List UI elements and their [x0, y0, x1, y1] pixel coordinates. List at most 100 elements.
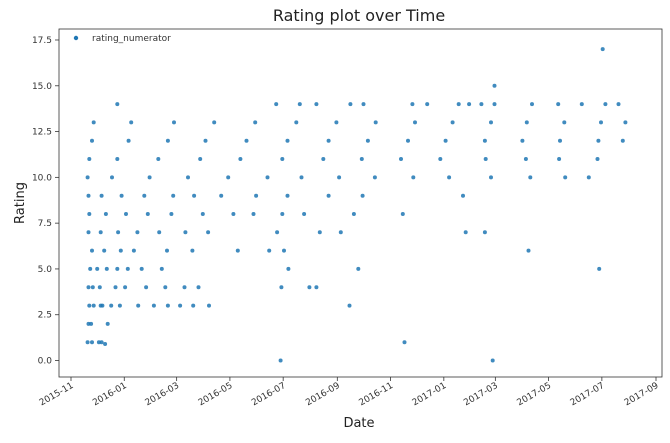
x-tick-label: 2017-07 — [569, 381, 607, 408]
data-point — [372, 175, 377, 180]
data-point — [523, 157, 528, 161]
y-tick-label: 7.5 — [38, 219, 52, 229]
data-point — [95, 266, 100, 271]
data-point — [425, 102, 430, 107]
y-axis-ticks: 0.0 2.5 5.0 7.5 10.0 12.5 15.0 17.5 — [32, 36, 59, 367]
data-point — [361, 102, 366, 107]
data-point — [479, 102, 484, 107]
data-point — [123, 285, 128, 290]
data-point — [190, 248, 195, 253]
data-point — [178, 303, 183, 308]
data-point — [334, 120, 339, 125]
data-point — [99, 193, 104, 198]
data-point — [267, 248, 272, 253]
data-point — [483, 157, 488, 161]
data-point — [450, 120, 455, 125]
data-point — [118, 248, 123, 253]
data-point — [86, 193, 91, 198]
data-point — [275, 230, 280, 235]
data-point — [280, 157, 285, 161]
x-tick-label: 2016-05 — [197, 381, 235, 408]
data-point — [136, 303, 141, 308]
data-point — [119, 193, 124, 198]
data-point — [231, 212, 236, 216]
data-point — [447, 175, 452, 180]
data-point — [113, 285, 118, 290]
data-point — [192, 193, 197, 198]
data-point — [280, 212, 285, 216]
data-point — [307, 285, 312, 290]
data-point — [165, 303, 170, 308]
data-point — [110, 175, 114, 180]
data-point — [109, 303, 114, 308]
data-point — [599, 120, 603, 125]
x-tick-label: 2017-05 — [516, 381, 554, 408]
data-point — [126, 138, 131, 143]
data-point — [254, 193, 259, 198]
data-point — [528, 175, 533, 180]
data-point — [135, 230, 140, 235]
x-tick-label: 2016-09 — [304, 381, 342, 409]
data-point — [314, 102, 319, 107]
data-point — [142, 193, 147, 198]
data-point — [139, 266, 144, 271]
chart-title: Rating plot over Time — [273, 6, 445, 25]
data-point — [557, 157, 562, 161]
data-point — [279, 285, 284, 290]
data-point — [302, 212, 307, 216]
data-point — [616, 102, 621, 107]
data-point — [196, 285, 201, 290]
data-point — [144, 285, 149, 290]
data-point — [317, 230, 322, 235]
data-point — [489, 175, 493, 180]
plot-frame — [58, 28, 663, 378]
data-point — [326, 138, 331, 143]
data-point — [360, 193, 365, 198]
legend-label: rating_numerator — [92, 34, 171, 44]
data-point — [399, 157, 403, 161]
data-point — [100, 303, 105, 308]
data-point — [595, 157, 600, 161]
data-point — [463, 230, 468, 235]
data-point — [562, 120, 567, 125]
data-point — [520, 138, 525, 143]
data-point — [87, 212, 92, 216]
data-point — [186, 175, 190, 180]
data-point — [172, 120, 176, 125]
x-axis-title: Date — [343, 416, 374, 431]
data-point — [163, 285, 168, 290]
data-point — [282, 248, 286, 253]
data-point — [169, 212, 174, 216]
data-point — [88, 266, 93, 271]
data-point — [596, 138, 601, 143]
data-point — [524, 120, 529, 125]
x-tick-label: 2017-01 — [411, 381, 449, 408]
data-point — [253, 120, 258, 125]
data-point — [467, 102, 472, 107]
data-point — [489, 120, 493, 125]
data-points — [85, 47, 628, 363]
data-point — [461, 193, 465, 198]
legend: rating_numerator — [73, 34, 171, 44]
data-point — [321, 157, 326, 161]
data-point — [579, 102, 584, 107]
data-point — [492, 83, 497, 88]
data-point — [131, 248, 136, 253]
data-point — [212, 120, 217, 125]
data-point — [238, 157, 243, 161]
data-point — [207, 303, 211, 308]
data-point — [365, 138, 370, 143]
x-tick-label: 2017-09 — [623, 381, 661, 409]
data-point — [129, 120, 134, 125]
data-point — [351, 212, 356, 216]
data-point — [482, 230, 487, 235]
data-point — [85, 340, 90, 345]
data-point — [400, 212, 405, 216]
data-point — [98, 230, 103, 235]
data-point — [85, 175, 90, 180]
data-point — [526, 248, 531, 253]
data-point — [171, 193, 176, 198]
data-point — [603, 102, 608, 107]
data-point — [99, 340, 104, 345]
